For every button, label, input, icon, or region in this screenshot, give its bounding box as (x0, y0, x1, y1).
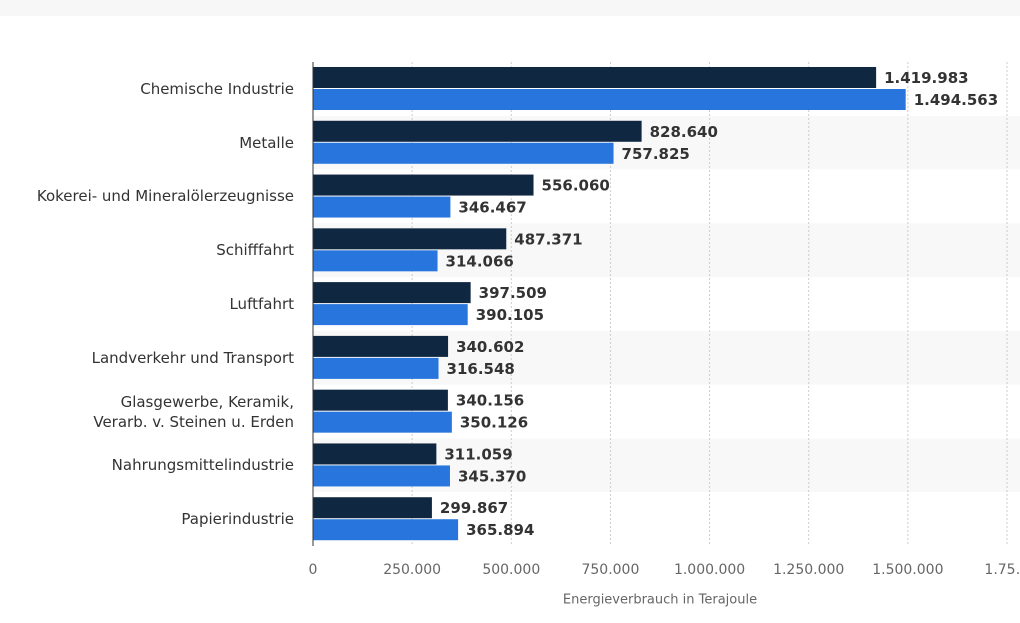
value-label: 340.602 (456, 338, 524, 356)
x-tick-label: 750.000 (581, 562, 639, 578)
value-label: 314.066 (446, 252, 514, 270)
bar (313, 282, 471, 304)
bar (313, 335, 449, 357)
bar (313, 89, 906, 110)
value-label: 340.156 (456, 392, 524, 410)
y-tick-label: Kokerei- und Mineralölerzeugnisse (36, 187, 294, 206)
value-label: 397.509 (479, 284, 547, 302)
bar (313, 228, 507, 250)
value-label: 1.419.983 (884, 69, 968, 87)
value-label: 487.371 (514, 230, 582, 248)
value-label: 316.548 (447, 360, 515, 378)
y-tick-label: Metalle (239, 133, 294, 152)
value-label: 350.126 (460, 414, 528, 432)
bar (313, 250, 438, 272)
y-tick-label: Chemische Industrie (140, 79, 294, 98)
value-label: 365.894 (466, 521, 534, 539)
value-label: 346.467 (458, 199, 526, 217)
x-tick-label: 500.000 (482, 562, 540, 578)
x-axis-title: Energieverbrauch in Terajoule (563, 593, 757, 608)
value-label: 1.494.563 (914, 91, 998, 109)
y-tick-label: Glasgewerbe, Keramik, Verarb. v. Steinen… (93, 392, 294, 431)
y-tick-label: Luftfahrt (229, 295, 294, 313)
bar (313, 120, 642, 142)
bar (313, 443, 437, 465)
x-tick-label: 1.000.000 (674, 562, 745, 578)
bar (313, 497, 432, 519)
x-tick-label: 250.000 (383, 562, 441, 578)
top-strip (0, 0, 1020, 16)
y-tick-label: Landverkehr und Transport (91, 348, 294, 367)
bar (313, 196, 451, 218)
bar (313, 389, 448, 411)
value-label: 757.825 (622, 145, 690, 163)
value-label: 299.867 (440, 499, 508, 517)
value-label: 345.370 (458, 467, 526, 485)
value-label: 390.105 (476, 306, 544, 324)
value-label: 556.060 (542, 177, 610, 195)
bar (313, 174, 534, 196)
bar (313, 142, 614, 164)
bar (313, 411, 452, 433)
x-tick-label: 1.250.000 (773, 562, 844, 578)
x-tick-label: 0 (309, 562, 318, 578)
y-tick-label: Papierindustrie (181, 510, 294, 529)
bar (313, 304, 468, 326)
bar (313, 519, 459, 541)
y-tick-label: Schifffahrt (216, 241, 294, 260)
value-label: 828.640 (650, 123, 718, 141)
bar (313, 465, 450, 487)
x-tick-label: 1.500.000 (872, 562, 943, 578)
bar (313, 67, 877, 88)
bar (313, 357, 439, 379)
y-tick-label: Nahrungsmittelindustrie (111, 456, 294, 475)
x-tick-label: 1.75… (984, 562, 1020, 578)
value-label: 311.059 (444, 445, 512, 463)
